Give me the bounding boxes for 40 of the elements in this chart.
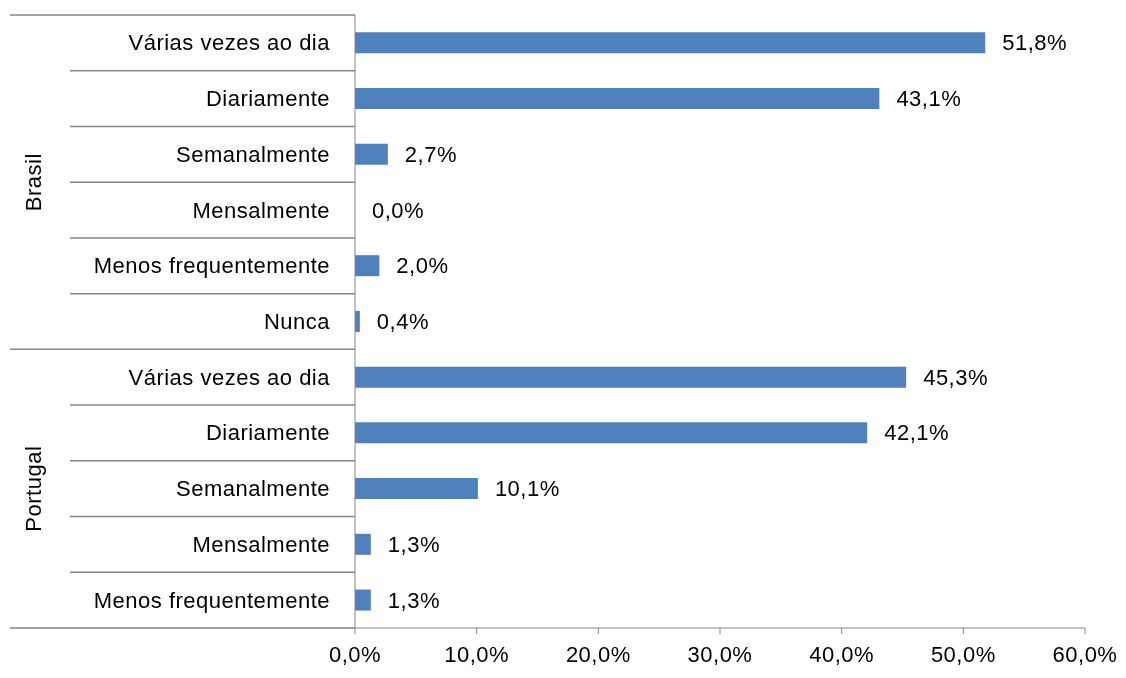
y-tick-label: Diariamente [205, 86, 330, 112]
x-tick-label: 10,0% [444, 641, 510, 667]
bar [355, 32, 986, 54]
data-label: 43,1% [896, 86, 962, 112]
data-label: 1,3% [387, 587, 440, 613]
bar [355, 589, 371, 611]
y-tick-label: Mensalmente [192, 197, 330, 223]
x-tick-label: 0,0% [328, 641, 382, 667]
bar [355, 366, 907, 388]
y-tick-label: Menos frequentemente [93, 253, 330, 279]
y-tick-label: Nunca [263, 309, 331, 334]
x-tick-label: 50,0% [930, 641, 996, 667]
x-tick-label: 20,0% [565, 641, 631, 667]
data-label: 0,4% [376, 309, 430, 334]
bar [355, 88, 880, 109]
data-label: 2,0% [396, 253, 449, 279]
bar [355, 478, 478, 500]
data-label: 51,8% [1002, 30, 1068, 56]
bar [355, 255, 380, 277]
y-tick-label: Mensalmente [192, 531, 330, 557]
data-label: 1,3% [387, 531, 440, 557]
y-tick-label: Diariamente [205, 420, 330, 446]
data-label: 2,7% [404, 141, 458, 167]
text: Portugal [20, 445, 46, 532]
y-tick-label: Semanalmente [176, 141, 330, 167]
y-tick-label: Semanalmente [176, 476, 330, 502]
data-label: 45,3% [923, 364, 989, 390]
data-label: 42,1% [884, 420, 950, 446]
y-tick-label: Menos frequentemente [93, 587, 330, 613]
bar [355, 533, 371, 555]
y-tick-label: Várias vezes ao dia [128, 364, 331, 390]
data-label: 10,1% [494, 476, 560, 502]
bar [355, 422, 868, 444]
text: Brasil [20, 153, 46, 212]
y-tick-label: Várias vezes ao dia [128, 30, 331, 56]
x-tick-label: 40,0% [809, 641, 875, 667]
data-label: 0,0% [372, 197, 425, 223]
bar [355, 143, 388, 165]
x-tick-label: 60,0% [1052, 641, 1118, 667]
x-tick-label: 30,0% [687, 641, 753, 667]
